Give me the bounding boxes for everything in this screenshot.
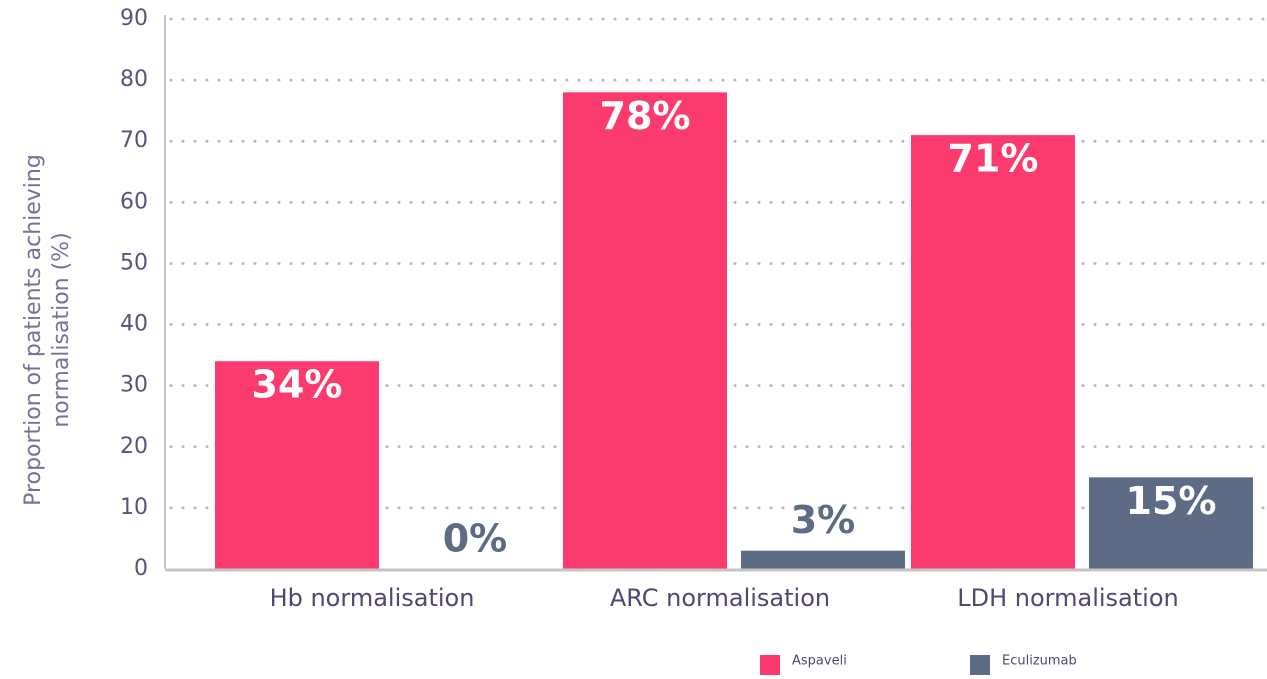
x-tick-label: LDH normalisation (957, 584, 1178, 612)
legend-label: Aspaveli (792, 654, 847, 669)
data-label: 78% (600, 94, 691, 138)
y-tick-label: 60 (120, 189, 148, 214)
y-tick-label: 0 (134, 556, 148, 581)
legend-label: Eculizumab (1002, 654, 1077, 669)
y-tick-label: 90 (120, 6, 148, 31)
data-label: 0% (443, 517, 508, 561)
legend-swatch (970, 655, 990, 675)
legend-swatch (760, 655, 780, 675)
data-label: 3% (791, 498, 856, 542)
x-tick-label: Hb normalisation (270, 584, 475, 612)
y-tick-label: 70 (120, 128, 148, 153)
data-label: 71% (948, 137, 1039, 181)
y-tick-label: 20 (120, 434, 148, 459)
y-tick-label: 30 (120, 373, 148, 398)
bar (1089, 477, 1253, 569)
y-tick-label: 10 (120, 495, 148, 520)
bar (741, 550, 905, 569)
bar (563, 92, 727, 569)
y-axis-title-line: Proportion of patients achieving (21, 154, 46, 506)
y-axis-title: Proportion of patients achieving normali… (21, 154, 74, 506)
x-tick-label: ARC normalisation (610, 584, 830, 612)
y-axis-title-line: normalisation (%) (49, 232, 74, 427)
bar (911, 135, 1075, 569)
data-label: 34% (252, 363, 343, 407)
y-tick-label: 80 (120, 67, 148, 92)
y-tick-label: 50 (120, 250, 148, 275)
y-tick-label: 40 (120, 312, 148, 337)
bar (215, 361, 379, 569)
data-label: 15% (1126, 479, 1217, 523)
